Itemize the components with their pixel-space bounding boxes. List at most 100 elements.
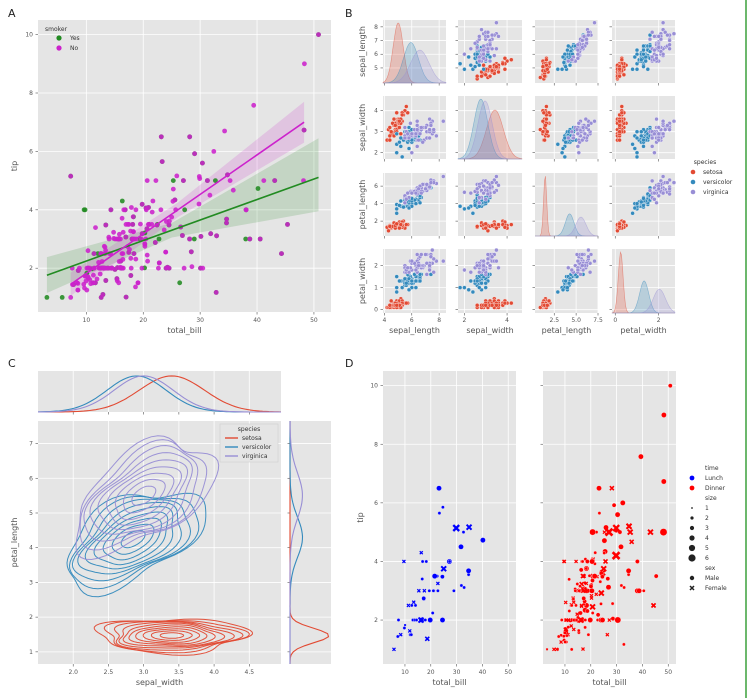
legend-title: time [705, 465, 719, 472]
marginal-kde-y-virginica [289, 421, 303, 664]
data-point [391, 116, 397, 122]
data-point [632, 54, 637, 60]
legend-marker-male [689, 575, 695, 581]
data-point [650, 135, 655, 141]
y-tick-label: 6 [29, 148, 33, 155]
data-point-female [440, 565, 447, 572]
y-tick-label: 7 [29, 441, 33, 448]
data-point-female [585, 588, 590, 593]
data-point [149, 209, 155, 215]
data-point [477, 58, 482, 64]
data-point [489, 32, 495, 38]
data-point [540, 64, 546, 69]
data-point-female [559, 640, 564, 644]
data-point [569, 129, 574, 134]
contour-line [122, 622, 226, 648]
data-point [158, 207, 164, 213]
data-point-male [598, 579, 603, 584]
data-point-male [653, 573, 659, 579]
data-point [650, 144, 655, 149]
data-point [481, 183, 486, 189]
legend-label: versicolor [703, 179, 733, 186]
data-point [472, 203, 478, 208]
data-point [389, 129, 394, 134]
data-point [489, 68, 495, 73]
data-point [405, 110, 410, 115]
panel-b-pairplot: 5678sepal_length234sepal_width246petal_l… [358, 20, 733, 335]
legend-label: 5 [705, 545, 709, 552]
x-tick-label: 10 [83, 317, 91, 324]
data-point-female [650, 602, 657, 608]
data-point [181, 265, 187, 271]
data-point-female [629, 539, 635, 545]
data-point [413, 267, 419, 273]
data-point [667, 127, 672, 132]
data-point [398, 131, 403, 136]
data-point-male [574, 603, 578, 608]
data-point [135, 280, 141, 286]
contour-line [66, 492, 207, 598]
y-tick-label: 4 [374, 108, 378, 115]
data-point [641, 64, 646, 69]
scatter-series-setosa [615, 104, 629, 143]
data-point [487, 42, 493, 47]
scatter-series-virginica [647, 20, 677, 64]
data-point [457, 285, 463, 290]
data-point [656, 131, 661, 136]
data-point [671, 180, 677, 185]
data-point [405, 190, 410, 196]
data-point-male [618, 544, 624, 550]
data-point [555, 142, 560, 147]
data-point [586, 254, 591, 259]
data-point [481, 190, 486, 196]
data-point [509, 57, 514, 62]
data-point-female [465, 524, 473, 531]
data-point [660, 190, 666, 196]
data-point [575, 258, 581, 264]
legend-label: No [70, 45, 78, 52]
data-point [586, 32, 591, 38]
y-tick-label: 0 [374, 307, 378, 314]
scatter-series-setosa [384, 296, 410, 310]
data-point-male [461, 530, 466, 534]
scatter-series-virginica [462, 20, 501, 64]
data-point-female [609, 485, 615, 491]
data-point [139, 265, 145, 271]
data-point [578, 272, 583, 277]
data-point-female [581, 647, 585, 652]
data-point [106, 236, 112, 242]
data-point [545, 67, 550, 72]
data-point [423, 186, 428, 191]
data-point [466, 205, 471, 211]
pair-cell-sepal_width-vs-petal_width [609, 96, 677, 162]
data-point [127, 247, 132, 252]
data-point [647, 188, 653, 193]
y-tick-label: 3 [374, 129, 378, 136]
data-point [652, 34, 657, 39]
legend-size-marker [690, 516, 694, 520]
data-point [406, 205, 412, 211]
data-point [492, 190, 497, 195]
pair-cell-axes [535, 173, 598, 236]
data-point [394, 274, 399, 279]
data-point-male [600, 574, 605, 579]
data-point-male [595, 612, 601, 618]
data-point-male [414, 618, 419, 622]
data-point-male [565, 633, 569, 638]
data-point [502, 56, 508, 61]
data-point [462, 67, 467, 72]
data-point [434, 133, 439, 139]
data-point [158, 134, 164, 140]
data-point [643, 58, 648, 64]
data-point [400, 154, 405, 160]
data-point [394, 150, 399, 155]
data-point [126, 222, 132, 227]
legend-marker [56, 45, 62, 51]
x-tick-label: 2.5 [549, 317, 559, 324]
data-point [567, 63, 573, 68]
data-point-male [563, 640, 567, 644]
legend-marker [56, 35, 62, 41]
data-point-female [564, 618, 569, 622]
data-point [142, 241, 148, 247]
data-point [487, 185, 493, 191]
